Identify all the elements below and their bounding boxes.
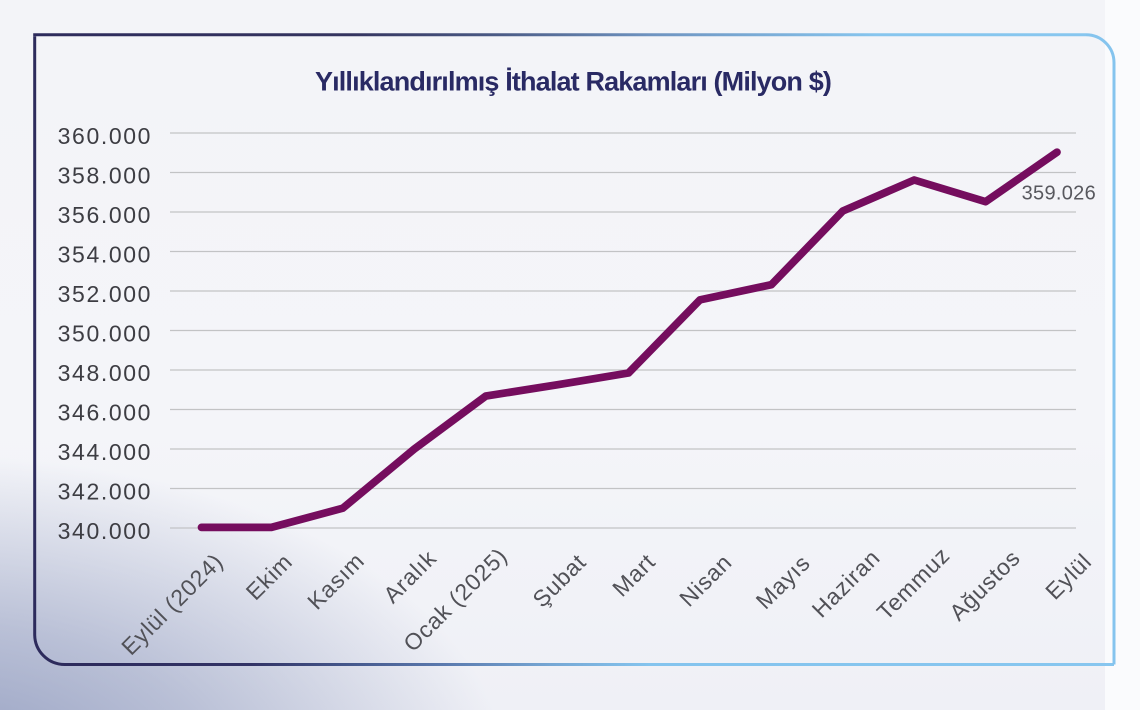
svg-text:Şubat: Şubat bbox=[527, 549, 591, 613]
svg-text:350.000: 350.000 bbox=[58, 321, 152, 347]
svg-text:Aralık: Aralık bbox=[378, 545, 441, 608]
svg-text:346.000: 346.000 bbox=[58, 400, 152, 426]
svg-text:360.000: 360.000 bbox=[58, 123, 152, 149]
svg-text:Nisan: Nisan bbox=[674, 549, 737, 612]
svg-text:344.000: 344.000 bbox=[58, 439, 152, 465]
svg-text:Yıllıklandırılmış İthalat Raka: Yıllıklandırılmış İthalat Rakamları (Mil… bbox=[315, 67, 831, 97]
svg-text:Eylül: Eylül bbox=[1040, 548, 1096, 604]
svg-text:342.000: 342.000 bbox=[58, 479, 152, 505]
svg-text:358.000: 358.000 bbox=[58, 163, 152, 189]
svg-text:354.000: 354.000 bbox=[58, 242, 152, 268]
svg-text:Mart: Mart bbox=[607, 548, 660, 601]
svg-text:340.000: 340.000 bbox=[58, 518, 152, 544]
svg-text:352.000: 352.000 bbox=[58, 281, 152, 307]
svg-text:348.000: 348.000 bbox=[58, 360, 152, 386]
svg-text:356.000: 356.000 bbox=[58, 202, 152, 228]
svg-text:Temmuz: Temmuz bbox=[872, 542, 955, 625]
svg-text:Eylül (2024): Eylül (2024) bbox=[116, 548, 228, 660]
svg-text:Ağustos: Ağustos bbox=[944, 544, 1025, 625]
svg-text:Ekim: Ekim bbox=[241, 548, 298, 605]
svg-text:359.026: 359.026 bbox=[1022, 183, 1096, 205]
svg-text:Haziran: Haziran bbox=[807, 544, 885, 622]
svg-text:Kasım: Kasım bbox=[302, 547, 369, 614]
